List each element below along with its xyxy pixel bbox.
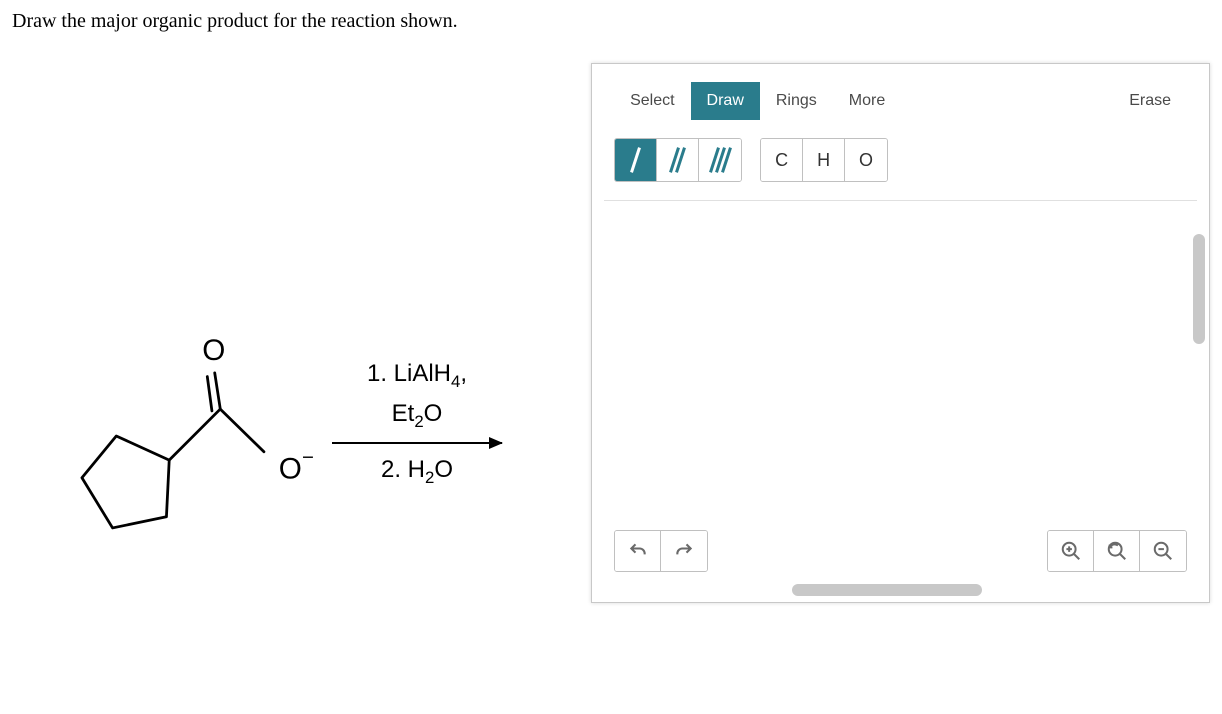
zoom-in-icon: [1060, 540, 1082, 562]
zoom-reset-button[interactable]: [1094, 531, 1140, 571]
erase-button[interactable]: Erase: [1113, 82, 1187, 120]
element-carbon-button[interactable]: C: [761, 139, 803, 181]
drawing-canvas[interactable]: [592, 201, 1209, 521]
tab-select[interactable]: Select: [614, 82, 690, 120]
svg-text:O: O: [279, 453, 302, 486]
redo-button[interactable]: [661, 531, 707, 571]
tab-draw[interactable]: Draw: [691, 82, 760, 120]
zoom-group: [1047, 530, 1187, 572]
reagent-step-2: 2. H2O: [332, 452, 502, 490]
question-prompt: Draw the major organic product for the r…: [0, 0, 1222, 43]
bond-type-group: [614, 138, 742, 182]
tab-rings[interactable]: Rings: [760, 82, 833, 120]
reaction-conditions: 1. LiAlH4, Et2O 2. H2O: [332, 356, 502, 490]
element-hydrogen-button[interactable]: H: [803, 139, 845, 181]
undo-button[interactable]: [615, 531, 661, 571]
svg-text:O: O: [202, 334, 225, 367]
reagent-solvent: Et2O: [332, 396, 502, 434]
reagent-step-1: 1. LiAlH4,: [332, 356, 502, 394]
toolbar-main: Select Draw Rings More Erase: [592, 64, 1209, 130]
zoom-reset-icon: [1106, 540, 1128, 562]
element-group: C H O: [760, 138, 888, 182]
element-oxygen-button[interactable]: O: [845, 139, 887, 181]
triple-bond-button[interactable]: [699, 139, 741, 181]
zoom-out-button[interactable]: [1140, 531, 1186, 571]
tool-tabs: Select Draw Rings More: [614, 82, 901, 120]
svg-text:−: −: [302, 447, 314, 469]
canvas-scrollbar-vertical[interactable]: [1193, 234, 1205, 344]
starting-material-structure: O O −: [12, 293, 332, 553]
zoom-in-button[interactable]: [1048, 531, 1094, 571]
bottom-toolbar: [614, 530, 1187, 572]
reaction-scheme: O O − 1. LiAlH4, Et2O 2. H2O: [12, 63, 551, 603]
zoom-out-icon: [1152, 540, 1174, 562]
tab-more[interactable]: More: [833, 82, 901, 120]
canvas-scrollbar-horizontal[interactable]: [792, 584, 982, 596]
double-bond-button[interactable]: [657, 139, 699, 181]
single-bond-button[interactable]: [615, 139, 657, 181]
redo-icon: [674, 541, 694, 561]
toolbar-sub: C H O: [592, 130, 1209, 200]
structure-editor-panel: Select Draw Rings More Erase C: [591, 63, 1210, 603]
reaction-arrow-icon: [332, 442, 502, 444]
content-area: O O − 1. LiAlH4, Et2O 2. H2O Select Draw…: [0, 43, 1222, 623]
undo-icon: [628, 541, 648, 561]
history-group: [614, 530, 708, 572]
single-bond-icon: [630, 147, 641, 173]
